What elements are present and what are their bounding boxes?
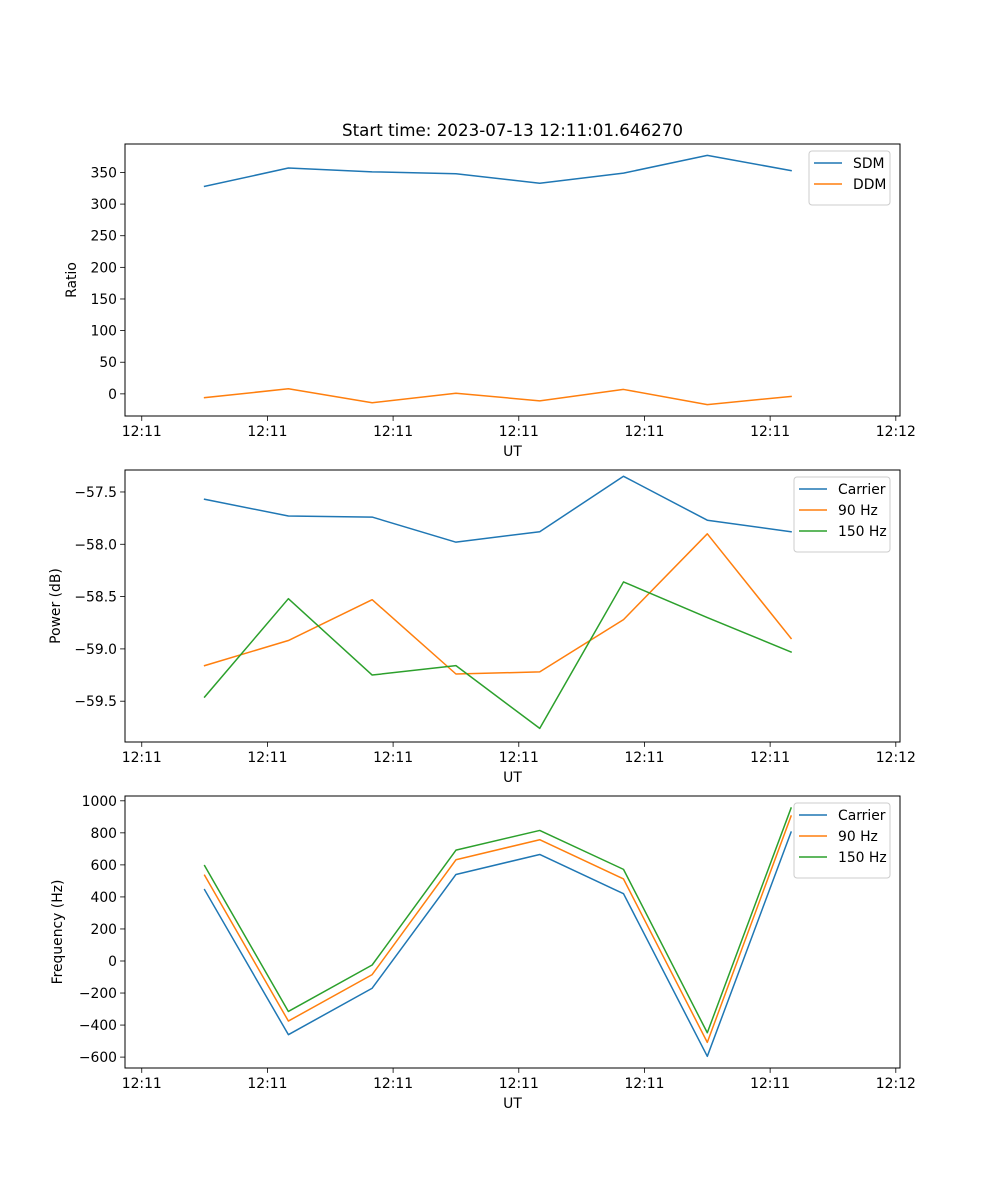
- legend-box: [793, 476, 891, 553]
- y-tick-label: 400: [90, 890, 117, 906]
- y-axis-label: Ratio: [64, 262, 80, 298]
- legend-label-ddm: DDM: [853, 177, 886, 193]
- series-line-150-hz: [203, 807, 793, 1034]
- subplot-frequency: 12:11 12:11 12:11 12:11 12:11 12:11 12:12 UT −60…: [50, 794, 916, 1112]
- y-tick-label: 200: [90, 260, 117, 276]
- series-line-carrier: [203, 831, 793, 1058]
- x-tick-label: 12:12: [876, 750, 916, 766]
- x-tick-label: 12:11: [247, 1076, 287, 1092]
- x-tick-label: 12:11: [499, 424, 539, 440]
- x-tick-label: 12:11: [247, 424, 287, 440]
- x-tick-label: 12:11: [122, 750, 162, 766]
- x-tick-label: 12:11: [122, 424, 162, 440]
- y-tick-label: 600: [90, 858, 117, 874]
- y-tick-label: −57.5: [74, 485, 117, 501]
- x-axis-label: UT: [503, 1096, 522, 1112]
- axes-frame: [124, 795, 901, 1069]
- subplot-power: 12:11 12:11 12:11 12:11 12:11 12:11 12:12 UT −59…: [48, 469, 916, 786]
- legend-box: [808, 150, 891, 206]
- y-tick-label: −58.5: [74, 590, 117, 606]
- y-tick-label: 150: [90, 292, 117, 308]
- x-tick-label: 12:11: [624, 424, 664, 440]
- x-tick-label: 12:11: [122, 1076, 162, 1092]
- y-tick-label: −600: [79, 1050, 117, 1066]
- y-tick-label: 0: [108, 387, 117, 403]
- y-tick-label: −59.5: [74, 694, 117, 710]
- y-tick-label: 350: [90, 165, 117, 181]
- series-line-carrier: [203, 475, 792, 543]
- x-tick-label: 12:12: [876, 1076, 916, 1092]
- legend-label-150-hz: 150 Hz: [838, 850, 887, 866]
- y-tick-label: −400: [79, 1018, 117, 1034]
- legend: SDM DDM: [808, 150, 891, 206]
- y-tick-label: 1000: [82, 794, 117, 810]
- legend-label-150-hz: 150 Hz: [838, 524, 887, 540]
- x-tick-label: 12:11: [373, 750, 413, 766]
- y-tick-label: 300: [90, 197, 117, 213]
- y-tick-label: 200: [90, 922, 117, 938]
- legend-label-90-hz: 90 Hz: [838, 829, 878, 845]
- series-line-150-hz: [203, 581, 793, 730]
- subplots: 12:11 12:11 12:11 12:11 12:11 12:11 12:12 UT 0 50…: [48, 143, 916, 1112]
- x-tick-label: 12:11: [750, 1076, 790, 1092]
- y-axis-label: Power (dB): [48, 568, 64, 644]
- x-tick-label: 12:11: [624, 1076, 664, 1092]
- legend-label-90-hz: 90 Hz: [838, 503, 878, 519]
- axes-frame: [124, 143, 901, 417]
- x-tick-label: 12:12: [876, 424, 916, 440]
- x-axis-label: UT: [503, 770, 522, 786]
- y-tick-label: 100: [90, 324, 117, 340]
- legend-box: [793, 802, 891, 879]
- y-tick-label: 50: [99, 355, 117, 371]
- y-axis-label: Frequency (Hz): [50, 880, 66, 985]
- x-tick-label: 12:11: [750, 750, 790, 766]
- figure-title: Start time: 2023-07-13 12:11:01.646270: [342, 120, 683, 140]
- legend-label-carrier: Carrier: [838, 482, 886, 498]
- legend-label-sdm: SDM: [853, 156, 885, 172]
- legend-label-carrier: Carrier: [838, 808, 886, 824]
- axes-frame: [124, 469, 901, 743]
- x-tick-label: 12:11: [499, 1076, 539, 1092]
- series-line-ddm: [203, 388, 792, 406]
- x-tick-label: 12:11: [373, 1076, 413, 1092]
- y-tick-label: 250: [90, 229, 117, 245]
- x-axis-label: UT: [503, 444, 522, 460]
- y-tick-label: 800: [90, 826, 117, 842]
- x-tick-label: 12:11: [750, 424, 790, 440]
- series-line-90-hz: [203, 533, 793, 675]
- y-tick-label: −58.0: [74, 537, 117, 553]
- y-tick-label: −200: [79, 986, 117, 1002]
- x-tick-label: 12:11: [247, 750, 287, 766]
- series-line-90-hz: [203, 815, 793, 1044]
- y-tick-label: 0: [108, 954, 117, 970]
- subplot-ratio: 12:11 12:11 12:11 12:11 12:11 12:11 12:12 UT 0 50…: [64, 143, 916, 460]
- x-tick-label: 12:11: [373, 424, 413, 440]
- legend: Carrier 90 Hz 150 Hz: [793, 802, 891, 879]
- legend: Carrier 90 Hz 150 Hz: [793, 476, 891, 553]
- y-tick-label: −59.0: [74, 642, 117, 658]
- series-line-sdm: [203, 154, 792, 188]
- x-tick-label: 12:11: [624, 750, 664, 766]
- x-tick-label: 12:11: [499, 750, 539, 766]
